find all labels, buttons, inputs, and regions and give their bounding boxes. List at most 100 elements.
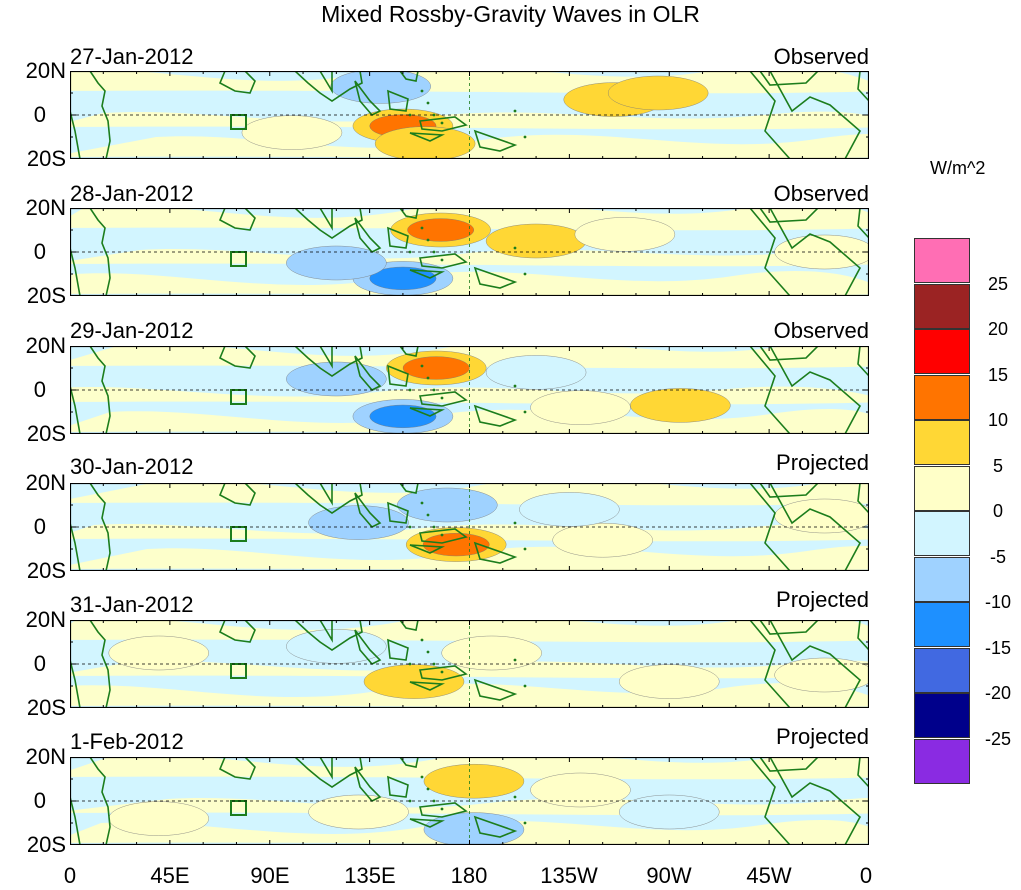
coastline <box>387 501 409 524</box>
y-tick-label: 20N <box>25 744 66 769</box>
coastline <box>748 757 862 845</box>
map-frame <box>70 208 869 296</box>
island <box>432 250 436 254</box>
panel-date: 1-Feb-2012 <box>70 729 184 754</box>
positive-anomaly <box>386 350 487 386</box>
positive-anomaly <box>308 794 409 830</box>
coastline <box>387 226 409 249</box>
chart-title: Mixed Rossby-Gravity Waves in OLR <box>321 1 700 27</box>
panel-status: Observed <box>773 318 869 343</box>
island <box>513 795 517 799</box>
island <box>523 410 527 414</box>
y-tick-label: 20N <box>25 58 66 83</box>
coastline <box>419 253 468 269</box>
island <box>523 684 527 688</box>
positive-anomaly <box>241 115 343 150</box>
island <box>440 121 444 125</box>
coastline <box>473 541 518 564</box>
map-frame <box>70 483 869 571</box>
map-panel <box>70 208 869 296</box>
coastline <box>857 208 869 240</box>
y-tick-label: 20S <box>26 695 66 720</box>
island <box>440 670 444 674</box>
panel-date: 28-Jan-2012 <box>70 181 194 206</box>
colorbar-label: -20 <box>984 683 1011 703</box>
colorbar-swatch <box>914 602 970 647</box>
anomaly-band <box>70 682 869 708</box>
island <box>523 547 527 551</box>
coastline <box>218 208 256 231</box>
island <box>420 226 424 230</box>
map-frame <box>70 71 869 159</box>
coastline <box>354 492 382 528</box>
positive-anomaly <box>108 801 209 836</box>
coastline <box>419 802 468 818</box>
colorbar-swatch <box>914 511 970 556</box>
positive-anomaly <box>530 772 631 808</box>
anomaly-band <box>70 409 869 434</box>
x-tick-label: 180 <box>450 863 488 888</box>
anomaly-band <box>70 620 869 643</box>
island <box>426 376 430 380</box>
positive-anomaly <box>390 212 491 248</box>
island <box>440 807 444 811</box>
map-plot <box>70 208 869 296</box>
colorbar-label: 25 <box>987 273 1009 294</box>
coastline <box>759 71 820 86</box>
coastline <box>218 483 256 506</box>
panel-date: 30-Jan-2012 <box>70 454 194 479</box>
colorbar-swatch <box>914 329 970 374</box>
positive-anomaly <box>607 75 709 111</box>
colorbar-label: -15 <box>984 637 1011 658</box>
x-tick-label: 135W <box>540 863 598 888</box>
positive-anomaly <box>530 390 631 425</box>
positive-anomaly <box>374 126 476 159</box>
y-tick-label: 20S <box>26 146 66 171</box>
coastline <box>387 89 409 112</box>
map-panel <box>70 346 869 434</box>
colorbar-swatch <box>914 465 970 511</box>
coastline <box>293 208 363 239</box>
negative-anomaly <box>286 245 387 281</box>
map-plot <box>70 483 869 571</box>
negative-anomaly <box>397 487 498 523</box>
colorbar-label: 15 <box>987 364 1009 385</box>
coastline <box>419 665 468 681</box>
coastline <box>409 132 446 142</box>
positive-anomaly <box>552 523 653 558</box>
map-frame <box>70 620 869 708</box>
panel-date: 31-Jan-2012 <box>70 592 194 617</box>
y-tick-label: 0 <box>33 102 46 127</box>
positive-anomaly <box>108 635 209 671</box>
island <box>432 799 436 803</box>
x-tick-label: 0 <box>63 863 77 888</box>
island <box>426 787 430 791</box>
negative-anomaly <box>286 361 387 397</box>
coastline <box>473 678 518 701</box>
coastline <box>387 638 409 661</box>
island <box>408 525 412 529</box>
coastline <box>70 346 111 434</box>
island <box>408 662 412 666</box>
map-frame <box>70 757 869 845</box>
negative-anomaly <box>308 505 409 540</box>
coastline <box>409 269 446 279</box>
coastline <box>857 483 869 515</box>
island <box>432 525 436 529</box>
colorbar-label: 20 <box>987 319 1009 339</box>
y-tick-label: 0 <box>33 239 46 264</box>
island <box>432 662 436 666</box>
map-plot <box>70 346 869 434</box>
coastline <box>399 208 419 219</box>
positive-anomaly <box>630 388 731 423</box>
island <box>408 250 412 254</box>
island <box>426 101 430 105</box>
coastline <box>218 620 256 643</box>
coastline <box>419 391 468 407</box>
coastline <box>354 766 382 802</box>
coastline <box>473 404 518 427</box>
coastline <box>218 71 256 94</box>
colorbar-label: 5 <box>992 455 1003 476</box>
y-tick-label: 20S <box>26 558 66 583</box>
map-plot <box>70 620 869 708</box>
